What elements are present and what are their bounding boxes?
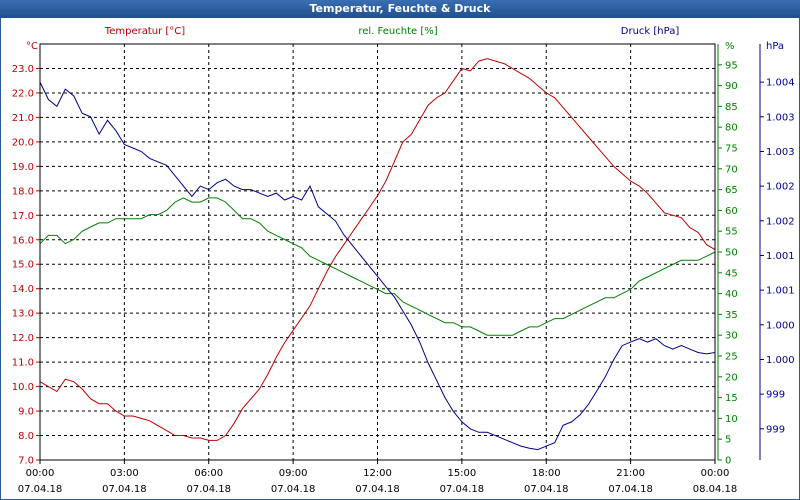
tick-label-humidity: 50 — [725, 248, 738, 259]
series-group — [39, 58, 716, 451]
tick-label-time: 03:00 — [110, 468, 139, 479]
series-line-humidity — [39, 197, 716, 336]
tick-label-temperature: 18.0 — [12, 186, 34, 197]
tick-label-humidity: 35 — [725, 310, 738, 321]
tick-label-humidity: 20 — [725, 372, 738, 383]
tick-label-pressure: 999 — [766, 390, 785, 401]
tick-label-temperature: 14.0 — [12, 284, 34, 295]
tick-label-time: 06:00 — [194, 468, 223, 479]
tick-label-temperature: 13.0 — [12, 309, 34, 320]
tick-label-humidity: 60 — [725, 206, 738, 217]
tick-label-pressure: 1.001 — [766, 286, 795, 297]
tick-label-humidity: 95 — [725, 60, 738, 71]
tick-label-humidity: 75 — [725, 144, 738, 155]
tick-label-temperature: 23.0 — [12, 64, 34, 75]
tick-label-humidity: 65 — [725, 185, 738, 196]
tick-label-humidity: 85 — [725, 102, 738, 113]
tick-label-date: 07.04.18 — [18, 484, 63, 495]
tick-label-time: 15:00 — [447, 468, 476, 479]
tick-label-pressure: 1.003 — [766, 147, 795, 158]
tick-label-pressure: 1.000 — [766, 355, 795, 366]
tick-label-humidity: 90 — [725, 81, 738, 92]
tick-label-humidity: 40 — [725, 289, 738, 300]
tick-label-temperature: 20.0 — [12, 137, 34, 148]
tick-label-date: 07.04.18 — [102, 484, 147, 495]
axis-label-humidity: rel. Feuchte [%] — [358, 26, 437, 37]
tick-label-time: 18:00 — [532, 468, 561, 479]
tick-label-date: 07.04.18 — [440, 484, 485, 495]
tick-label-temperature: 9.0 — [18, 407, 34, 418]
grid — [40, 44, 715, 460]
tick-label-time: 12:00 — [363, 468, 392, 479]
tick-label-temperature: 7.0 — [18, 456, 34, 467]
tick-label-humidity: 70 — [725, 164, 738, 175]
tick-label-temperature: 15.0 — [12, 260, 34, 271]
tick-label-time: 09:00 — [279, 468, 308, 479]
tick-label-temperature: 22.0 — [12, 88, 34, 99]
tick-label-date: 07.04.18 — [186, 484, 231, 495]
tick-label-time: 00:00 — [26, 468, 55, 479]
unit-temperature: °C — [26, 41, 38, 52]
series-line-pressure — [39, 81, 716, 451]
tick-label-temperature: 21.0 — [12, 113, 34, 124]
tick-label-pressure: 1.002 — [766, 182, 795, 193]
unit-humidity: % — [725, 41, 735, 52]
tick-label-pressure: 1.002 — [766, 216, 795, 227]
tick-label-pressure: 1.000 — [766, 320, 795, 331]
tick-label-humidity: 25 — [725, 352, 738, 363]
unit-pressure: hPa — [766, 41, 784, 52]
tick-label-humidity: 45 — [725, 268, 738, 279]
tick-label-temperature: 11.0 — [12, 358, 34, 369]
tick-label-humidity: 30 — [725, 331, 738, 342]
tick-label-date: 07.04.18 — [355, 484, 400, 495]
tick-label-pressure: 1.003 — [766, 112, 795, 123]
tick-label-humidity: 55 — [725, 227, 738, 238]
tick-label-pressure: 1.004 — [766, 78, 795, 89]
tick-label-temperature: 10.0 — [12, 382, 34, 393]
axis-label-temperature: Temperatur [°C] — [104, 26, 185, 37]
tick-label-humidity: 80 — [725, 123, 738, 134]
tick-label-pressure: 999 — [766, 424, 785, 435]
tick-label-time: 00:00 — [701, 468, 730, 479]
axis-label-pressure: Druck [hPa] — [621, 26, 680, 37]
chart-title: Temperatur, Feuchte & Druck — [0, 0, 800, 18]
tick-label-humidity: 15 — [725, 393, 738, 404]
tick-label-temperature: 12.0 — [12, 333, 34, 344]
plot-area — [40, 44, 715, 460]
tick-label-temperature: 17.0 — [12, 211, 34, 222]
tick-label-pressure: 1.001 — [766, 251, 795, 262]
tick-label-temperature: 8.0 — [18, 431, 34, 442]
tick-label-temperature: 19.0 — [12, 162, 34, 173]
tick-label-humidity: 5 — [725, 435, 731, 446]
tick-label-humidity: 10 — [725, 414, 738, 425]
tick-label-date: 07.04.18 — [271, 484, 316, 495]
series-line-temperature — [39, 58, 716, 441]
plot-border — [39, 43, 716, 461]
tick-label-date: 08.04.18 — [693, 484, 738, 495]
tick-label-date: 07.04.18 — [524, 484, 569, 495]
tick-label-temperature: 16.0 — [12, 235, 34, 246]
axes: 7.0 8.0 9.0 10.0 11.0 12.0 13.0 14.0 15.0 16.0 17.… — [12, 43, 795, 495]
tick-label-time: 21:00 — [616, 468, 645, 479]
tick-label-date: 07.04.18 — [608, 484, 653, 495]
tick-label-humidity: 0 — [725, 456, 731, 467]
